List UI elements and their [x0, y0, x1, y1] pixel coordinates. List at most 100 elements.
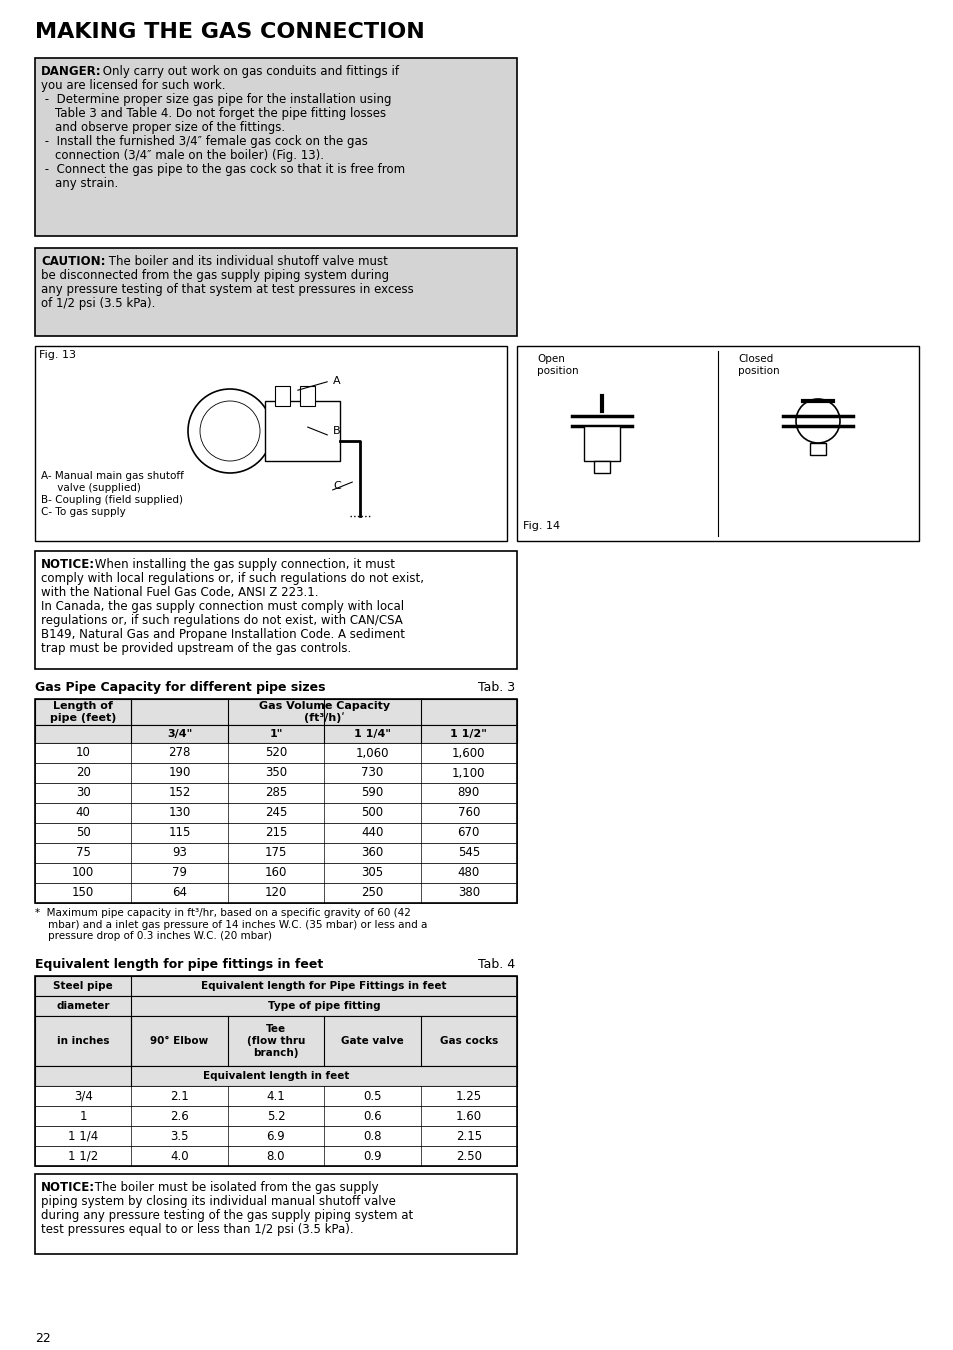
Text: 120: 120 — [265, 887, 287, 899]
Text: 1 1/4: 1 1/4 — [68, 1130, 98, 1142]
Text: 2.6: 2.6 — [170, 1110, 189, 1122]
Text: 500: 500 — [361, 806, 383, 819]
Text: 5.2: 5.2 — [267, 1110, 285, 1122]
Text: 440: 440 — [361, 826, 383, 840]
Text: 3.5: 3.5 — [171, 1130, 189, 1142]
Bar — [35, 58, 517, 236]
Bar — [35, 699, 517, 903]
Text: Gas Pipe Capacity for different pipe sizes: Gas Pipe Capacity for different pipe siz… — [35, 680, 325, 694]
Text: 250: 250 — [361, 887, 383, 899]
Text: Steel pipe: Steel pipe — [53, 981, 113, 991]
Text: 1 1/2: 1 1/2 — [68, 1149, 98, 1162]
Text: The boiler must be isolated from the gas supply: The boiler must be isolated from the gas… — [91, 1181, 378, 1193]
Bar — [35, 1017, 517, 1066]
Bar — [35, 824, 517, 842]
Bar — [35, 1174, 517, 1254]
Text: 4.1: 4.1 — [266, 1089, 285, 1103]
Bar — [35, 863, 517, 883]
Bar — [809, 443, 825, 455]
Text: 8.0: 8.0 — [267, 1149, 285, 1162]
Text: 4.0: 4.0 — [170, 1149, 189, 1162]
Text: 0.5: 0.5 — [363, 1089, 381, 1103]
Text: B- Coupling (field supplied): B- Coupling (field supplied) — [41, 495, 183, 505]
Text: Gas Volume Capacity
(ft³/h)ʹ: Gas Volume Capacity (ft³/h)ʹ — [258, 701, 390, 724]
Bar — [35, 346, 506, 541]
Text: 50: 50 — [75, 826, 91, 840]
Bar — [35, 883, 517, 903]
Bar — [274, 386, 290, 406]
Bar — [594, 460, 609, 472]
Text: Gas cocks: Gas cocks — [439, 1035, 497, 1046]
Bar — [35, 996, 517, 1017]
Bar — [299, 386, 314, 406]
Text: CAUTION:: CAUTION: — [41, 255, 106, 269]
Text: 2.50: 2.50 — [456, 1149, 481, 1162]
Text: 79: 79 — [172, 867, 187, 879]
Text: -  Determine proper size gas pipe for the installation using: - Determine proper size gas pipe for the… — [41, 93, 391, 107]
Text: 380: 380 — [457, 887, 479, 899]
Text: 30: 30 — [75, 787, 91, 799]
Text: valve (supplied): valve (supplied) — [41, 483, 141, 493]
Text: Table 3 and Table 4. Do not forget the pipe fitting losses: Table 3 and Table 4. Do not forget the p… — [55, 107, 386, 120]
Bar — [35, 699, 517, 725]
Text: 3/4: 3/4 — [73, 1089, 92, 1103]
Text: -  Install the furnished 3/4″ female gas cock on the gas: - Install the furnished 3/4″ female gas … — [41, 135, 368, 148]
Bar — [35, 1066, 517, 1085]
Text: piping system by closing its individual manual shutoff valve: piping system by closing its individual … — [41, 1195, 395, 1208]
Text: 730: 730 — [361, 767, 383, 779]
Text: 1": 1" — [269, 729, 282, 738]
Bar — [35, 1126, 517, 1146]
Text: 22: 22 — [35, 1332, 51, 1345]
Bar — [35, 1085, 517, 1106]
Text: be disconnected from the gas supply piping system during: be disconnected from the gas supply pipi… — [41, 269, 389, 282]
Text: Equivalent length for Pipe Fittings in feet: Equivalent length for Pipe Fittings in f… — [201, 981, 447, 991]
Bar — [35, 783, 517, 803]
Text: Closed: Closed — [738, 354, 773, 364]
Bar — [35, 248, 517, 336]
Text: 190: 190 — [169, 767, 191, 779]
Text: Type of pipe fitting: Type of pipe fitting — [268, 1000, 380, 1011]
Text: 0.8: 0.8 — [363, 1130, 381, 1142]
Text: 245: 245 — [265, 806, 287, 819]
Text: of 1/2 psi (3.5 kPa).: of 1/2 psi (3.5 kPa). — [41, 297, 155, 310]
Text: When installing the gas supply connection, it must: When installing the gas supply connectio… — [91, 558, 395, 571]
Bar — [35, 976, 517, 996]
Text: 3/4": 3/4" — [167, 729, 192, 738]
Text: A: A — [333, 377, 340, 386]
Text: 90° Elbow: 90° Elbow — [151, 1035, 209, 1046]
Text: Fig. 14: Fig. 14 — [522, 521, 559, 531]
Text: any strain.: any strain. — [55, 177, 118, 190]
Text: 10: 10 — [75, 747, 91, 760]
Text: 6.9: 6.9 — [266, 1130, 285, 1142]
Text: A- Manual main gas shutoff: A- Manual main gas shutoff — [41, 471, 184, 481]
Bar — [583, 427, 619, 460]
Text: regulations or, if such regulations do not exist, with CAN/CSA: regulations or, if such regulations do n… — [41, 614, 402, 626]
Text: Equivalent length in feet: Equivalent length in feet — [203, 1071, 349, 1081]
Text: MAKING THE GAS CONNECTION: MAKING THE GAS CONNECTION — [35, 22, 424, 42]
Bar — [35, 763, 517, 783]
Text: Tab. 3: Tab. 3 — [477, 680, 515, 694]
Bar — [35, 976, 517, 1166]
Text: Tab. 4: Tab. 4 — [477, 958, 515, 971]
Text: connection (3/4″ male on the boiler) (Fig. 13).: connection (3/4″ male on the boiler) (Fi… — [55, 148, 324, 162]
Text: test pressures equal to or less than 1/2 psi (3.5 kPa).: test pressures equal to or less than 1/2… — [41, 1223, 354, 1237]
Text: In Canada, the gas supply connection must comply with local: In Canada, the gas supply connection mus… — [41, 599, 404, 613]
Bar — [35, 803, 517, 824]
Text: 305: 305 — [361, 867, 383, 879]
Text: 350: 350 — [265, 767, 287, 779]
Text: 520: 520 — [265, 747, 287, 760]
Bar — [35, 1106, 517, 1126]
Text: in inches: in inches — [57, 1035, 110, 1046]
Text: DANGER:: DANGER: — [41, 65, 102, 78]
Text: 480: 480 — [457, 867, 479, 879]
Text: 590: 590 — [361, 787, 383, 799]
Text: 115: 115 — [169, 826, 191, 840]
Text: 160: 160 — [265, 867, 287, 879]
Text: 1.25: 1.25 — [456, 1089, 481, 1103]
Text: B: B — [333, 427, 340, 436]
Text: 890: 890 — [457, 787, 479, 799]
Text: 2.1: 2.1 — [170, 1089, 189, 1103]
Text: *  Maximum pipe capacity in ft³/hr, based on a specific gravity of 60 (42
    mb: * Maximum pipe capacity in ft³/hr, based… — [35, 909, 427, 941]
Text: during any pressure testing of the gas supply piping system at: during any pressure testing of the gas s… — [41, 1210, 413, 1222]
Bar — [35, 725, 517, 743]
